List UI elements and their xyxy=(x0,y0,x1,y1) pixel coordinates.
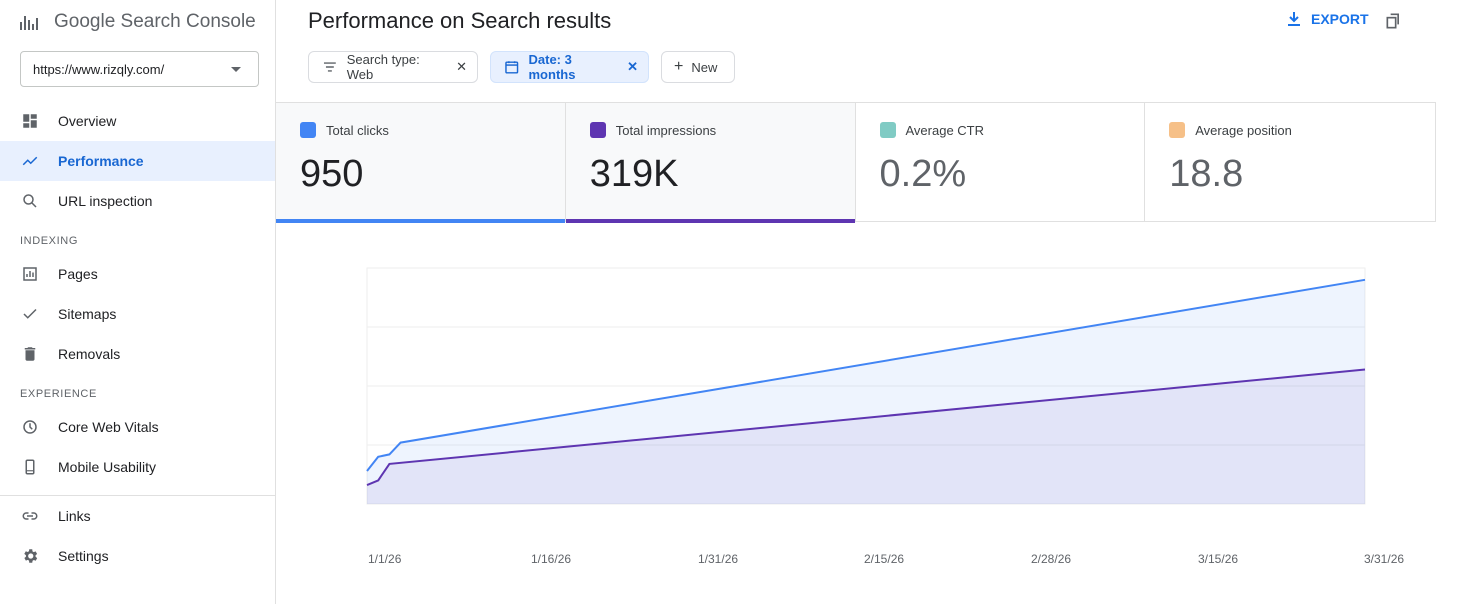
sidebar-item-sitemaps[interactable]: Sitemaps xyxy=(0,294,275,334)
section-label-indexing: INDEXING xyxy=(20,235,78,247)
selection-indicator xyxy=(276,219,565,223)
sidebar-item-mobile-usability[interactable]: Mobile Usability xyxy=(0,447,275,487)
sidebar-item-label: URL inspection xyxy=(58,193,153,209)
sidebar-divider xyxy=(0,495,275,496)
phone-icon xyxy=(20,457,40,477)
metric-label: Average position xyxy=(1195,123,1292,138)
export-label: EXPORT xyxy=(1311,11,1369,27)
calendar-icon xyxy=(505,61,519,74)
sidebar-item-url-inspection[interactable]: URL inspection xyxy=(0,181,275,221)
series-line-0 xyxy=(366,278,1366,472)
sidebar-item-links[interactable]: Links xyxy=(0,496,275,536)
performance-chart-svg xyxy=(366,267,1366,505)
sidebar-item-label: Performance xyxy=(58,153,144,169)
series-area-1 xyxy=(367,369,1365,504)
sidebar-item-label: Links xyxy=(58,508,91,524)
sidebar-item-label: Settings xyxy=(58,548,109,564)
gear-icon xyxy=(20,546,40,566)
metric-value: 18.8 xyxy=(1169,153,1244,195)
search-console-logo-icon xyxy=(20,14,40,30)
checkbox-icon[interactable] xyxy=(589,122,606,138)
filter-icon xyxy=(323,62,336,72)
trash-icon xyxy=(20,344,40,364)
sidebar-item-overview[interactable]: Overview xyxy=(0,101,275,141)
link-icon xyxy=(20,506,40,526)
close-icon[interactable]: ✕ xyxy=(627,59,638,74)
sidebar-item-removals[interactable]: Removals xyxy=(0,334,275,374)
page-title: Performance on Search results xyxy=(308,8,612,33)
copy-icon[interactable] xyxy=(1384,11,1404,31)
metric-value: 0.2% xyxy=(879,153,967,195)
sidebar-item-label: Removals xyxy=(58,346,121,362)
sidebar-item-label: Mobile Usability xyxy=(58,459,157,475)
sidebar-item-settings[interactable]: Settings xyxy=(0,536,275,576)
chevron-down-icon xyxy=(231,67,241,72)
sidebar-item-label: Sitemaps xyxy=(58,306,117,322)
new-label: New xyxy=(691,59,718,75)
close-icon[interactable]: ✕ xyxy=(456,59,467,74)
x-tick-label: 1/31/26 xyxy=(698,552,739,566)
sidebar-item-label: Pages xyxy=(58,266,98,282)
sidebar-item-label: Core Web Vitals xyxy=(58,419,159,435)
series-line-1 xyxy=(366,368,1366,487)
x-tick-label: 1/16/26 xyxy=(531,552,572,566)
sidebar-item-core-web-vitals[interactable]: Core Web Vitals xyxy=(0,407,275,447)
metric-card-total-impressions[interactable]: Total impressions 319K xyxy=(565,103,856,223)
metric-card-average-ctr[interactable]: Average CTR 0.2% xyxy=(856,103,1146,222)
checkbox-icon[interactable] xyxy=(300,122,316,138)
x-tick-label: 2/15/26 xyxy=(864,552,905,566)
sidebar-item-performance[interactable]: Performance xyxy=(0,141,275,181)
metric-label: Average CTR xyxy=(905,123,985,138)
dashboard-icon xyxy=(20,111,40,131)
sidebar-item-label: Overview xyxy=(58,113,117,129)
search-type-label: Search type: Web xyxy=(346,52,420,82)
checkbox-icon[interactable] xyxy=(1169,122,1186,138)
x-tick-label: 3/15/26 xyxy=(1198,552,1239,566)
checkbox-icon[interactable] xyxy=(879,122,896,138)
search-icon xyxy=(20,191,40,211)
brand[interactable]: Google Search Console xyxy=(20,8,256,36)
download-icon xyxy=(1288,12,1300,26)
sidebar: Google Search Console https://www.rizqly… xyxy=(0,0,276,604)
app-title: Google Search Console xyxy=(54,11,256,32)
trending-up-icon xyxy=(20,151,40,171)
new-filter-button[interactable]: + New xyxy=(661,51,735,83)
metric-value: 950 xyxy=(300,153,364,195)
x-tick-label: 3/31/26 xyxy=(1364,552,1405,566)
sidebar-item-pages[interactable]: Pages xyxy=(0,254,275,294)
series-area-0 xyxy=(367,279,1365,504)
metrics-row: Total clicks 950 Total impressions 319K … xyxy=(276,102,1436,223)
plus-icon: + xyxy=(674,58,684,75)
pages-report-icon xyxy=(20,264,40,284)
section-label-experience: EXPERIENCE xyxy=(20,388,97,400)
performance-chart[interactable]: 1/1/26 1/16/26 1/31/26 2/15/26 2/28/26 3/15/2… xyxy=(276,222,1464,604)
clock-icon xyxy=(20,417,40,437)
metric-label: Total clicks xyxy=(326,123,389,138)
property-selector[interactable]: https://www.rizqly.com/ xyxy=(20,51,259,87)
metric-card-average-position[interactable]: Average position 18.8 xyxy=(1145,103,1435,222)
date-chip[interactable]: Date: 3 months ✕ xyxy=(490,51,649,83)
search-type-chip[interactable]: Search type: Web ✕ xyxy=(308,51,478,83)
metric-value: 319K xyxy=(589,153,679,195)
property-url: https://www.rizqly.com/ xyxy=(33,61,165,77)
date-label: Date: 3 months xyxy=(528,52,576,82)
selection-indicator xyxy=(565,219,855,223)
x-tick-label: 2/28/26 xyxy=(1031,552,1072,566)
metric-label: Total impressions xyxy=(615,123,717,138)
metric-card-total-clicks[interactable]: Total clicks 950 xyxy=(276,103,566,223)
export-button[interactable]: EXPORT xyxy=(1287,11,1369,27)
x-tick-label: 1/1/26 xyxy=(368,552,402,566)
checkmark-icon xyxy=(20,304,40,324)
